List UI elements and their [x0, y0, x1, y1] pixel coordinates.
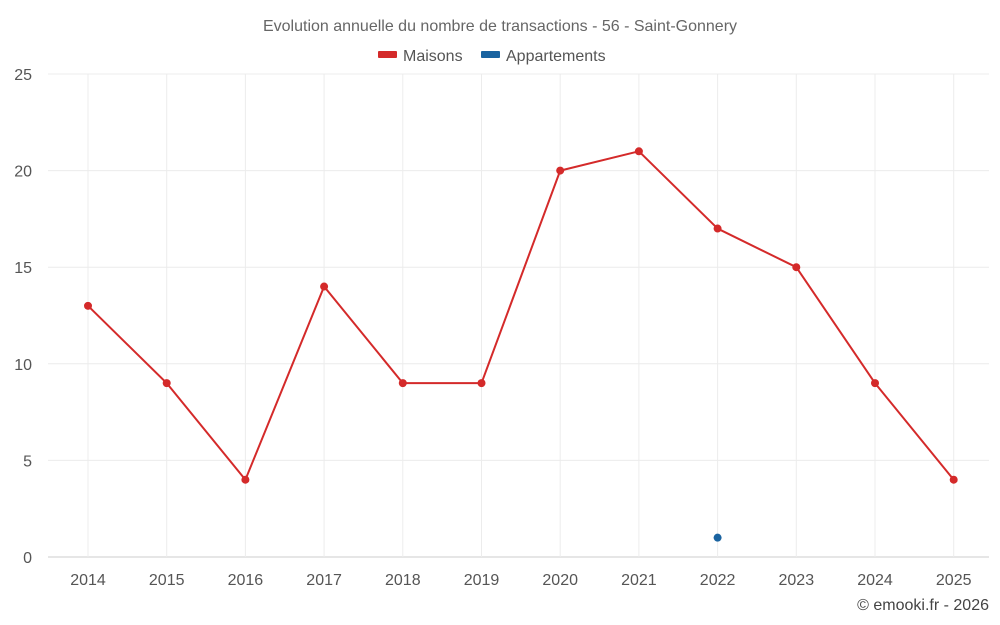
legend-swatch-appartements [481, 51, 500, 58]
y-tick-label: 10 [14, 357, 32, 374]
y-axis-ticks: 0 5 10 15 20 25 [14, 67, 32, 567]
series-maisons [84, 147, 958, 484]
x-tick-label: 2016 [228, 572, 264, 589]
y-tick-label: 25 [14, 67, 32, 84]
y-tick-label: 0 [23, 550, 32, 567]
x-tick-label: 2017 [306, 572, 342, 589]
credit: © emooki.fr - 2026 [857, 597, 989, 614]
x-tick-label: 2022 [700, 572, 736, 589]
data-point-maisons-2017[interactable] [320, 282, 329, 291]
x-tick-label: 2015 [149, 572, 185, 589]
legend-label-maisons: Maisons [403, 48, 463, 65]
y-tick-label: 15 [14, 260, 32, 277]
legend-label-appartements: Appartements [506, 48, 606, 65]
data-point-maisons-2024[interactable] [871, 379, 879, 388]
x-tick-label: 2020 [542, 572, 578, 589]
data-point-maisons-2018[interactable] [398, 379, 407, 388]
x-tick-label: 2019 [464, 572, 500, 589]
data-point-maisons-2022[interactable] [713, 224, 722, 233]
x-tick-label: 2023 [779, 572, 815, 589]
data-point-maisons-2023[interactable] [792, 263, 801, 272]
legend: Maisons Appartements [378, 48, 606, 65]
x-tick-label: 2025 [936, 572, 972, 589]
x-tick-label: 2021 [621, 572, 657, 589]
data-point-maisons-2015[interactable] [162, 379, 171, 388]
x-tick-label: 2014 [70, 572, 106, 589]
grid [48, 73, 989, 558]
data-point-maisons-2025[interactable] [949, 475, 958, 484]
y-tick-label: 5 [23, 453, 32, 470]
legend-item-appartements[interactable]: Appartements [481, 48, 606, 65]
data-point-maisons-2021[interactable] [634, 147, 643, 156]
data-point-appartements-2022[interactable] [713, 533, 722, 542]
legend-item-maisons[interactable]: Maisons [378, 48, 463, 65]
series-line-maisons [87, 150, 955, 481]
data-point-maisons-2014[interactable] [84, 301, 92, 310]
x-tick-label: 2018 [385, 572, 421, 589]
data-point-maisons-2019[interactable] [477, 379, 486, 388]
chart-title: Evolution annuelle du nombre de transact… [263, 18, 737, 35]
legend-swatch-maisons [378, 51, 397, 58]
y-tick-label: 20 [14, 164, 32, 181]
series-appartements [713, 533, 722, 542]
x-tick-label: 2024 [857, 572, 893, 589]
data-point-maisons-2020[interactable] [556, 166, 565, 175]
series [84, 147, 958, 542]
x-axis-ticks: 2014 2015 2016 2017 2018 2019 2020 2021 2022 2023… [70, 572, 971, 589]
data-point-maisons-2016[interactable] [241, 475, 250, 484]
